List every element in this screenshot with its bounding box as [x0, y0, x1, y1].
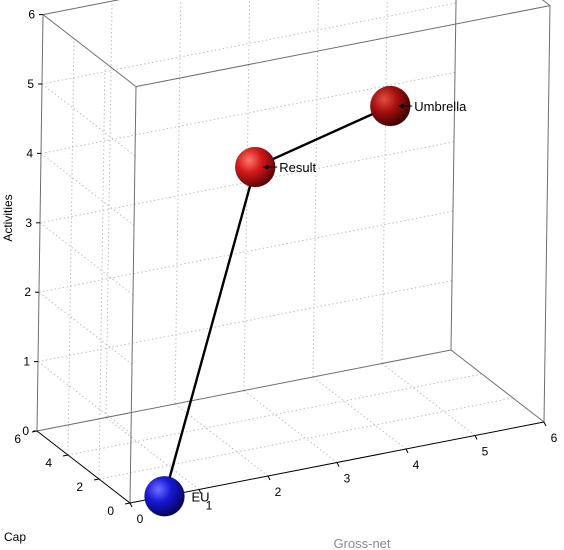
point-label-eu: EU	[192, 489, 210, 504]
y-tick-mark	[62, 454, 69, 457]
label-arrow	[263, 164, 269, 170]
marker-eu	[144, 475, 185, 517]
grid-lines	[37, 0, 514, 490]
z-axis-label: Activities	[1, 194, 15, 241]
grid-line	[41, 2, 457, 85]
grid-line	[243, 390, 338, 463]
grid-line	[105, 1, 113, 418]
box-edge	[541, 0, 551, 6]
grid-line	[40, 153, 135, 226]
box-edge	[450, 349, 545, 423]
y-tick-mark	[124, 502, 131, 505]
grid-line	[381, 363, 476, 436]
grid-line	[39, 222, 134, 296]
x-tick-mark	[129, 502, 133, 508]
y-tick-label: 6	[14, 432, 21, 446]
z-tick-label: 1	[23, 355, 30, 369]
x-tick-mark	[405, 448, 409, 454]
y-tick-label: 0	[107, 504, 114, 518]
label-arrow	[398, 103, 404, 109]
x-tick-label: 2	[275, 485, 282, 499]
grid-line	[41, 83, 136, 157]
box-edge	[129, 86, 137, 504]
point-label-umbrella: Umbrella	[414, 99, 467, 114]
box-edge	[42, 0, 121, 16]
grid-line	[105, 417, 200, 490]
z-tick-label: 5	[27, 77, 34, 91]
x-tick-label: 4	[413, 458, 420, 472]
y-tick-mark	[93, 478, 100, 481]
x-tick-label: 0	[137, 512, 144, 526]
y-tick-label: 4	[45, 456, 52, 470]
grid-line	[98, 62, 106, 480]
x-tick-label: 1	[206, 499, 213, 513]
z-tick-label: 0	[22, 424, 29, 438]
y-axis-label: Cap	[4, 530, 26, 544]
x-tick-label: 5	[482, 445, 489, 459]
y-tick-label: 2	[76, 480, 83, 494]
grid-line	[174, 403, 269, 477]
z-tick-label: 6	[28, 8, 35, 22]
box-edge	[42, 14, 137, 87]
grid-line	[98, 397, 514, 480]
box-edge	[543, 5, 551, 423]
x-axis-label: Gross-net	[333, 536, 390, 550]
z-tick-label: 2	[24, 285, 31, 299]
grid-line	[174, 0, 182, 405]
z-tick-label: 3	[25, 216, 32, 230]
x-tick-mark	[198, 489, 202, 494]
x-tick-mark	[474, 435, 478, 440]
grid-line	[312, 376, 407, 450]
grid-line	[67, 38, 75, 456]
plot-box	[36, 0, 551, 504]
grid-line	[67, 373, 483, 456]
point-label-result: Result	[279, 160, 316, 175]
box-edge	[135, 5, 551, 88]
box-edge	[450, 0, 457, 351]
y-axis-line	[36, 430, 131, 504]
grid-line	[37, 361, 132, 434]
data-layer: EU Result Umbrella	[144, 85, 467, 517]
x-tick-mark	[543, 421, 547, 427]
box-edge	[36, 349, 452, 432]
series-line	[163, 104, 391, 497]
grid-line	[38, 291, 133, 365]
z-tick-label: 4	[26, 146, 33, 160]
x-tick-label: 3	[344, 472, 351, 486]
grid-line	[312, 0, 319, 378]
x-tick-mark	[267, 475, 271, 481]
x-tick-label: 6	[551, 431, 558, 445]
x-tick-mark	[336, 462, 340, 467]
grid-line	[38, 210, 454, 293]
grid-line	[381, 0, 388, 364]
